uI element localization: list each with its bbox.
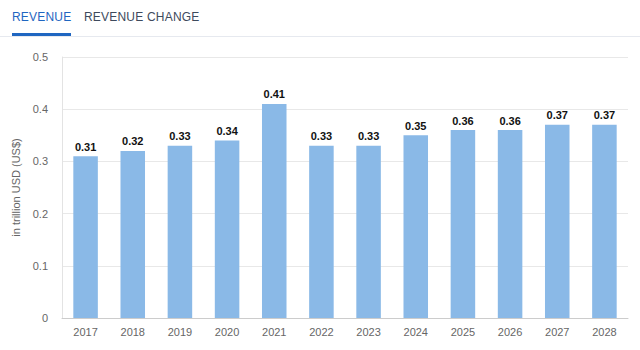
svg-text:2023: 2023 xyxy=(356,326,380,338)
svg-text:0.5: 0.5 xyxy=(33,51,48,63)
svg-text:0.37: 0.37 xyxy=(547,109,568,121)
html-text:REVENUE: REVENUE xyxy=(12,10,72,24)
svg-text:0.37: 0.37 xyxy=(594,109,615,121)
svg-text:0.36: 0.36 xyxy=(452,115,473,127)
svg-text:2017: 2017 xyxy=(73,326,97,338)
svg-text:2021: 2021 xyxy=(262,326,286,338)
svg-text:0: 0 xyxy=(42,312,48,324)
svg-text:2018: 2018 xyxy=(121,326,145,338)
html-text:REVENUE CHANGE: REVENUE CHANGE xyxy=(84,10,200,24)
svg-text:0.31: 0.31 xyxy=(75,141,96,153)
svg-text:0.3: 0.3 xyxy=(33,155,48,167)
svg-text:0.35: 0.35 xyxy=(405,120,426,132)
svg-text:0.33: 0.33 xyxy=(169,130,190,142)
svg-text:0.41: 0.41 xyxy=(264,88,285,100)
svg-text:2028: 2028 xyxy=(592,326,616,338)
svg-text:2020: 2020 xyxy=(215,326,239,338)
svg-text:in trillion USD (US$): in trillion USD (US$) xyxy=(10,138,22,236)
svg-text:0.1: 0.1 xyxy=(33,260,48,272)
svg-text:0.34: 0.34 xyxy=(216,125,238,137)
svg-text:0.4: 0.4 xyxy=(33,103,48,115)
svg-text:2022: 2022 xyxy=(309,326,333,338)
svg-text:2027: 2027 xyxy=(545,326,569,338)
svg-text:0.33: 0.33 xyxy=(358,130,379,142)
svg-text:0.32: 0.32 xyxy=(122,135,143,147)
svg-text:0.33: 0.33 xyxy=(311,130,332,142)
svg-text:0.36: 0.36 xyxy=(499,115,520,127)
svg-text:2024: 2024 xyxy=(404,326,428,338)
svg-text:0.2: 0.2 xyxy=(33,208,48,220)
svg-text:2025: 2025 xyxy=(451,326,475,338)
svg-text:2019: 2019 xyxy=(168,326,192,338)
svg-text:2026: 2026 xyxy=(498,326,522,338)
